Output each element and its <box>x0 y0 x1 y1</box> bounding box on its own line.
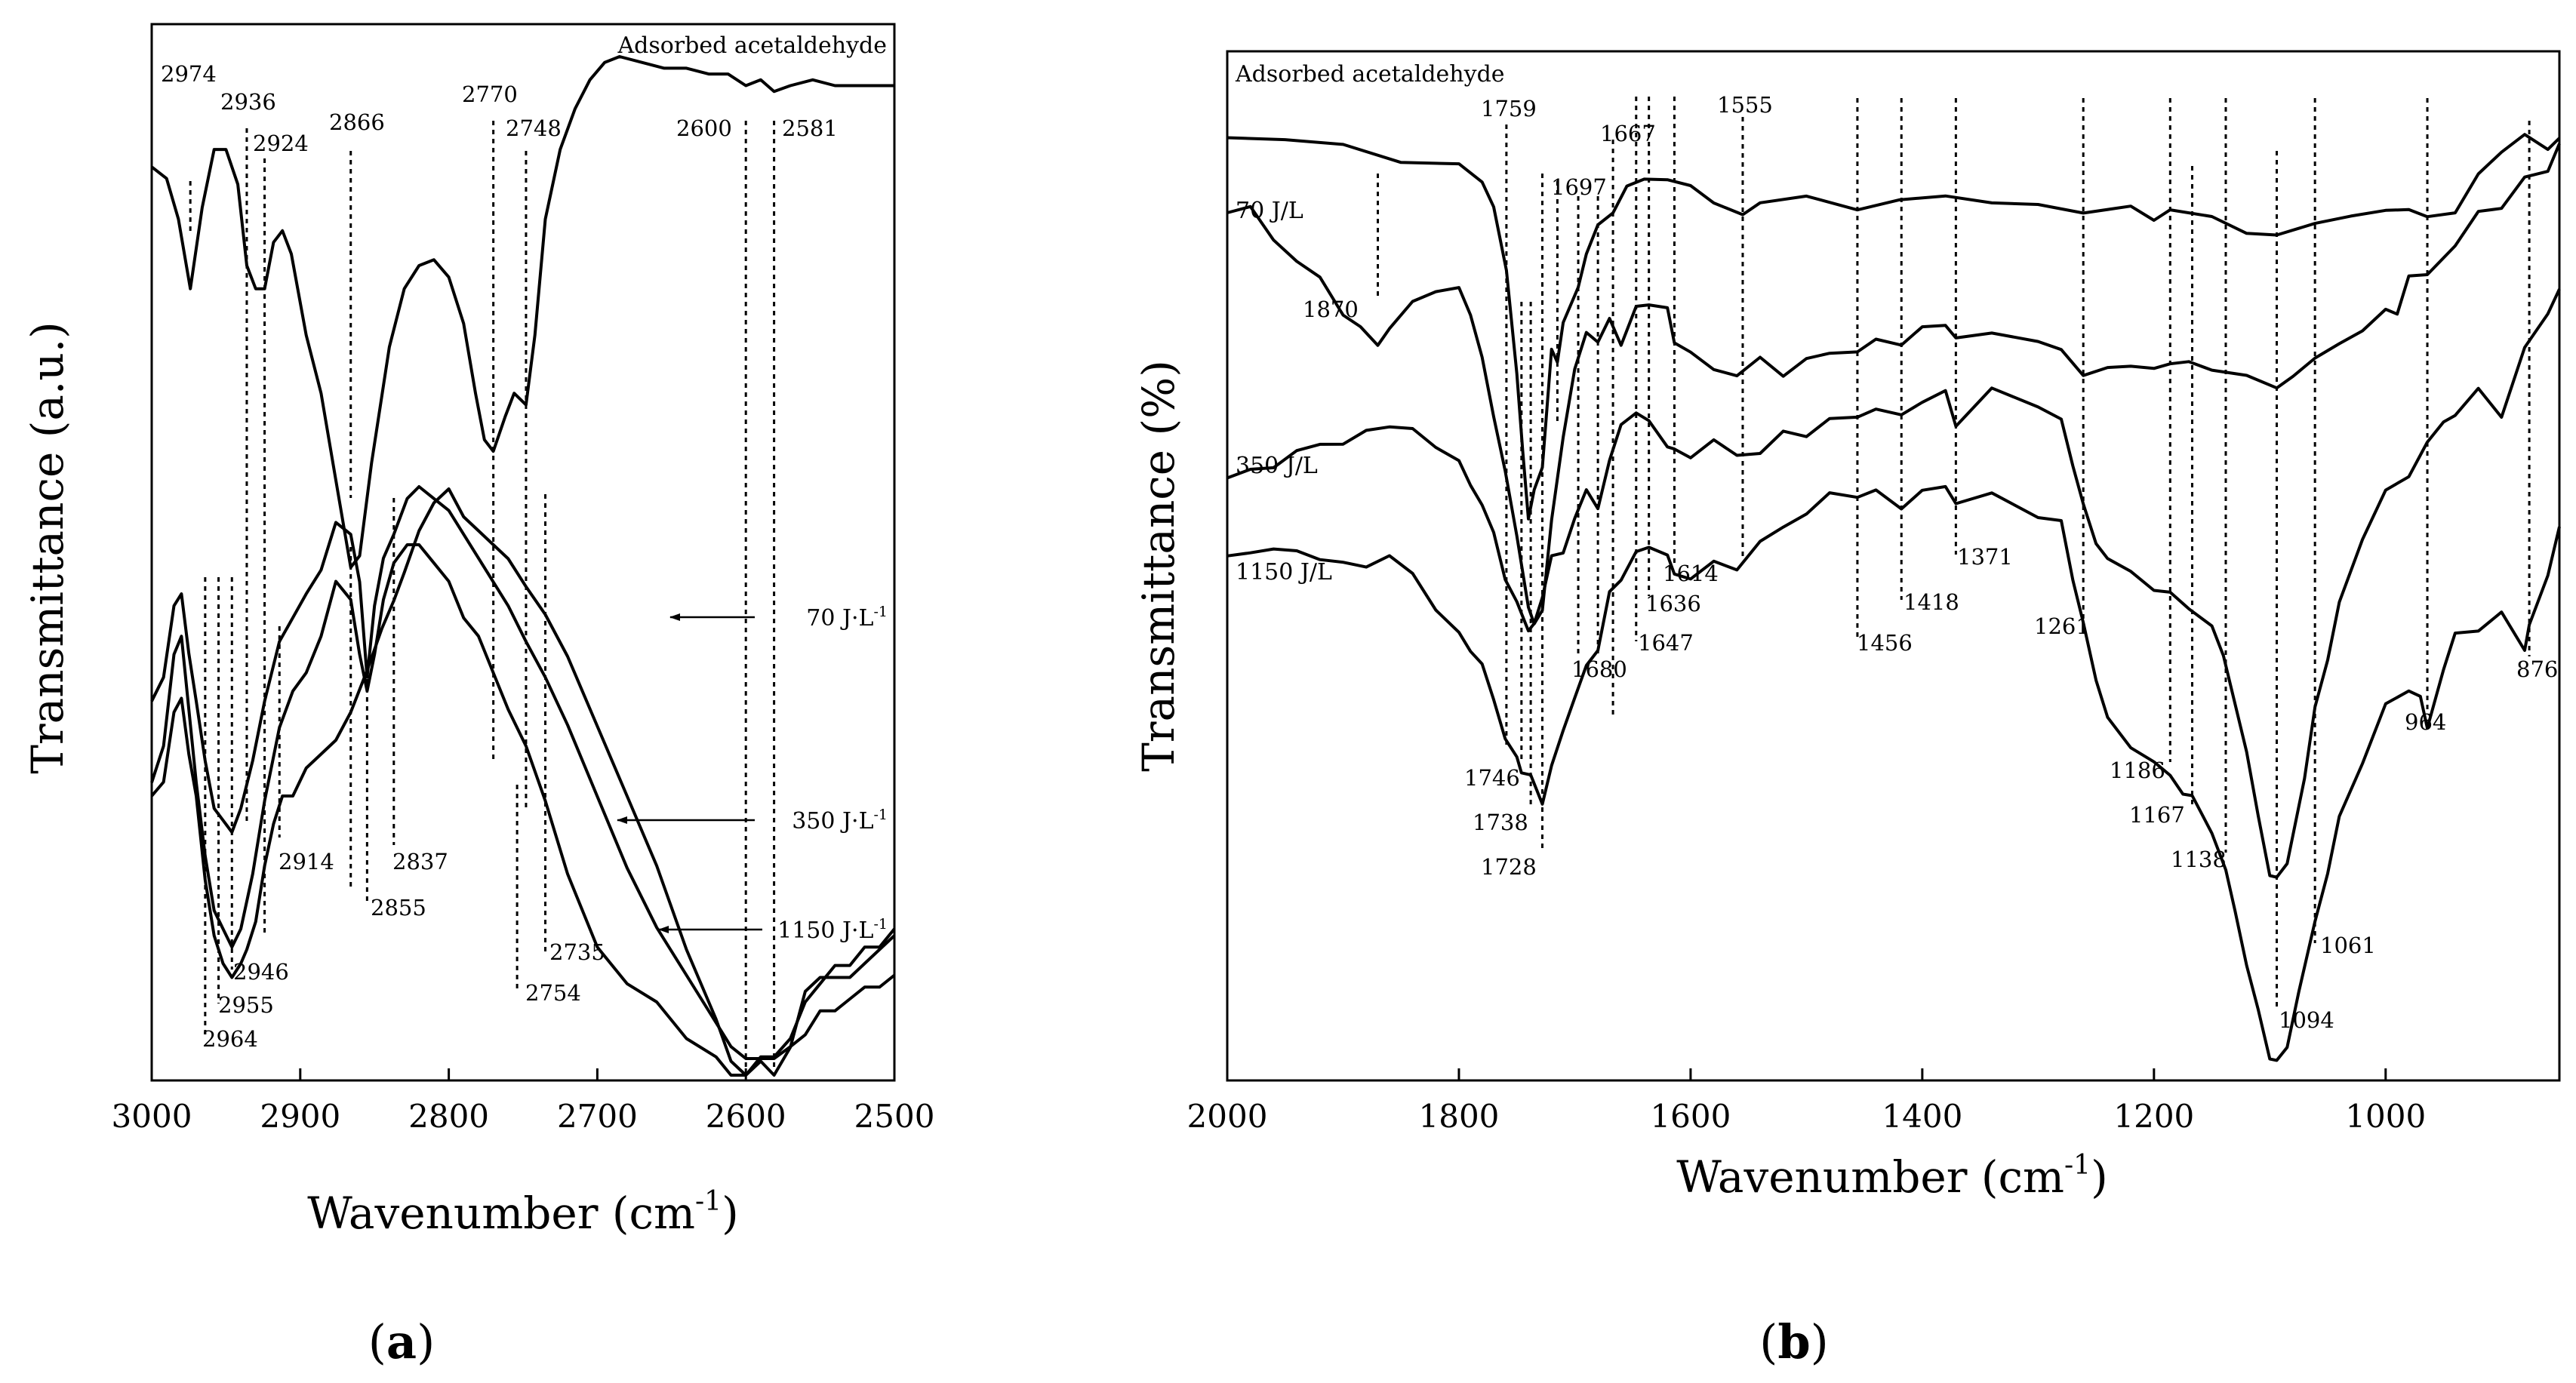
x-tick-label: 2600 <box>706 1098 786 1135</box>
x-tick-label: 1600 <box>1650 1098 1731 1135</box>
series-label: Adsorbed acetaldehyde <box>617 32 887 59</box>
series-label: 70 J/L <box>1236 198 1303 224</box>
x-tick-label: 1000 <box>2345 1098 2426 1135</box>
peak-label: 2924 <box>253 131 309 156</box>
peak-label: 2770 <box>462 81 518 107</box>
peak-label: 1759 <box>1481 96 1537 121</box>
series-line <box>1226 133 2561 521</box>
peak-label: 1261 <box>2034 613 2090 639</box>
peak-label: 1061 <box>2320 933 2376 958</box>
peak-label: 1680 <box>1571 656 1627 682</box>
x-tick-label: 2000 <box>1187 1098 1268 1135</box>
series-label: 1150 J/L <box>1236 559 1332 585</box>
peak-label: 2581 <box>782 115 838 141</box>
series-line <box>1226 143 2561 625</box>
x-tick-label: 3000 <box>112 1098 192 1135</box>
peak-label: 2914 <box>279 849 334 874</box>
series-label: 1150 J·L-1 <box>777 916 888 944</box>
peak-label: 1746 <box>1464 765 1520 791</box>
series-line <box>1226 288 2561 879</box>
y-axis-title-b: Transmittance (%) <box>1133 360 1184 772</box>
peak-label: 1371 <box>1957 544 2013 570</box>
peak-label: 1138 <box>2171 847 2227 872</box>
series-line <box>1226 484 2561 1062</box>
series-label: 350 J/L <box>1236 453 1318 479</box>
peak-label: 1636 <box>1645 591 1701 616</box>
peak-label: 1614 <box>1663 561 1719 586</box>
x-axis-title-a: Wavenumber (cm-1) <box>307 1186 738 1239</box>
peak-label: 2974 <box>161 61 217 87</box>
peak-label: 1167 <box>2129 802 2185 828</box>
peak-label: 2600 <box>676 115 732 141</box>
plot-frame-a <box>150 23 896 1082</box>
x-tick-label: 2800 <box>408 1098 489 1135</box>
peak-label: 964 <box>2405 709 2446 735</box>
x-axis-title-b: Wavenumber (cm-1) <box>1676 1150 2107 1203</box>
x-tick-label: 1200 <box>2113 1098 2194 1135</box>
panel-label-b: (b) <box>1759 1314 1829 1369</box>
series-line <box>150 487 896 1077</box>
x-tick-label: 2700 <box>557 1098 638 1135</box>
peak-label: 1186 <box>2110 758 2165 783</box>
x-tick-label: 1400 <box>1882 1098 1962 1135</box>
peak-label: 1418 <box>1904 589 1959 615</box>
panel-a: 3000 2900 2800 2700 2600 2500 2974 2936 2924 … <box>22 23 935 1369</box>
peak-label: 2748 <box>506 115 562 141</box>
peak-label: 2964 <box>202 1026 258 1052</box>
peak-label: 2837 <box>392 849 448 874</box>
peak-label: 2946 <box>233 959 289 985</box>
x-ticks-b: 2000 1800 1600 1400 1200 1000 <box>1187 1068 2426 1135</box>
series-label: Adsorbed acetaldehyde <box>1235 61 1505 88</box>
peak-label: 2866 <box>329 109 385 135</box>
peak-label: 1667 <box>1600 121 1656 146</box>
plot-frame-b <box>1226 50 2561 1082</box>
peak-label: 2735 <box>549 939 605 965</box>
y-axis-title-a: Transmittance (a.u.) <box>22 321 73 774</box>
series-line <box>150 55 894 569</box>
panel-label-a: (a) <box>368 1314 435 1369</box>
series-line <box>150 485 896 1060</box>
peak-label: 1555 <box>1717 92 1773 118</box>
peak-label: 2754 <box>525 980 581 1006</box>
x-ticks-a: 3000 2900 2800 2700 2600 2500 <box>112 1068 935 1135</box>
peak-label: 1728 <box>1481 854 1537 880</box>
x-tick-label: 1800 <box>1419 1098 1500 1135</box>
peak-label: 2955 <box>218 992 274 1018</box>
series-line <box>150 543 896 1077</box>
peak-label: 1647 <box>1638 630 1694 656</box>
series-label: 350 J·L-1 <box>792 807 888 834</box>
series-group-b <box>1226 133 2561 1062</box>
peak-label: 1456 <box>1857 630 1913 656</box>
panel-b: 2000 1800 1600 1400 1200 1000 1759 1697 1667 … <box>1133 50 2561 1369</box>
peak-label: 1697 <box>1551 174 1607 200</box>
peak-label: 1870 <box>1303 297 1359 322</box>
peak-label: 876 <box>2516 656 2558 682</box>
peak-label: 1094 <box>2279 1007 2334 1033</box>
peak-label: 1738 <box>1473 810 1528 835</box>
peak-label: 2936 <box>220 89 276 115</box>
series-group-a <box>150 55 896 1077</box>
series-label: 70 J·L-1 <box>806 604 888 632</box>
x-tick-label: 2500 <box>854 1098 935 1135</box>
x-tick-label: 2900 <box>260 1098 340 1135</box>
peak-label: 2855 <box>371 895 426 920</box>
